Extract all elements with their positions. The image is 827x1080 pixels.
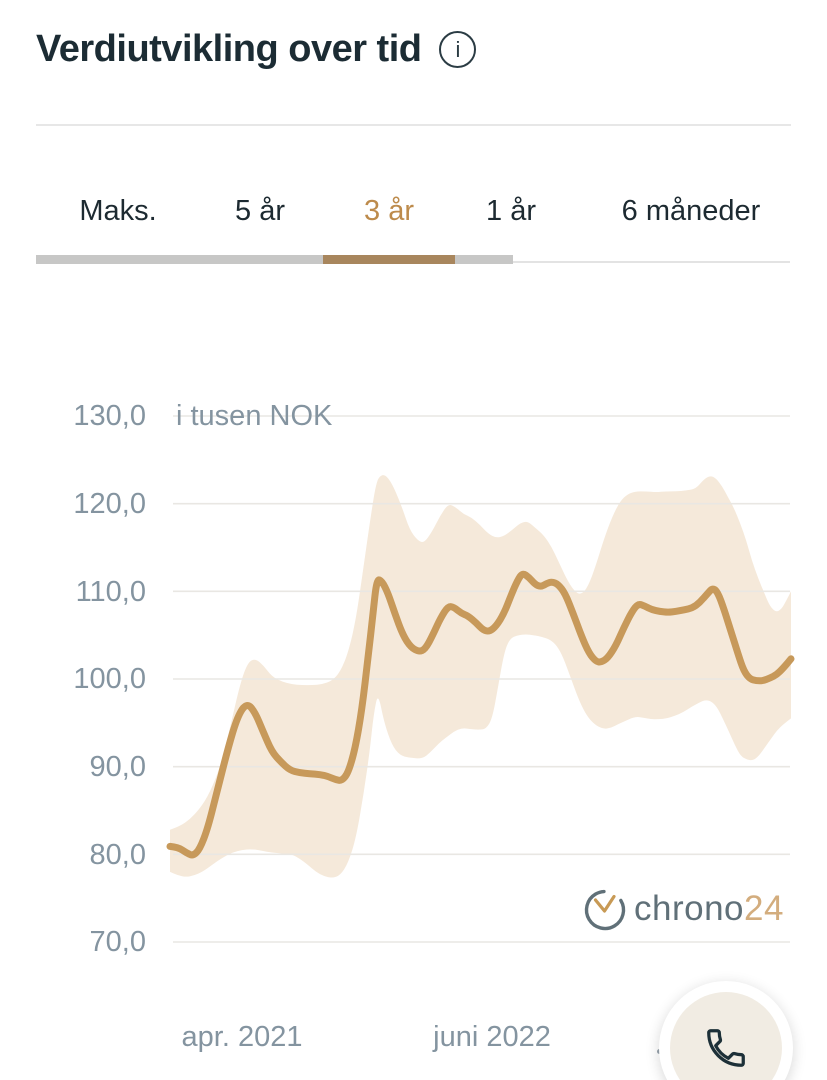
x-tick: apr. 2021 <box>181 1021 303 1053</box>
x-tick: juni 2022 <box>433 1021 551 1053</box>
tab-scroll-track[interactable] <box>36 255 513 264</box>
header: Verdiutvikling over tid i <box>36 28 477 71</box>
watermark-brand-number: 24 <box>744 889 784 928</box>
y-tick: 100,0 <box>73 663 146 695</box>
watermark-brand-word: chrono <box>634 889 745 928</box>
tab-6-maneder[interactable]: 6 måneder <box>621 195 761 227</box>
y-tick: 120,0 <box>73 488 146 520</box>
y-tick: 130,0 <box>73 400 146 432</box>
y-tick: 80,0 <box>89 839 146 871</box>
y-tick: 90,0 <box>89 751 146 783</box>
y-axis-unit-label: i tusen NOK <box>176 400 333 432</box>
call-button[interactable] <box>659 981 793 1080</box>
tab-3-ar[interactable]: 3 år <box>364 195 414 227</box>
tab-1-ar[interactable]: 1 år <box>486 195 536 227</box>
info-icon[interactable]: i <box>439 31 477 68</box>
page-title: Verdiutvikling over tid <box>36 28 422 70</box>
chrono24-watermark: chrono 24 <box>582 884 784 934</box>
y-tick: 70,0 <box>89 926 146 958</box>
header-divider <box>36 124 791 126</box>
y-tick: 110,0 <box>75 576 146 608</box>
tab-5-ar[interactable]: 5 år <box>235 195 285 227</box>
chrono24-clock-icon <box>584 889 626 931</box>
tab-maks[interactable]: Maks. <box>79 195 157 227</box>
phone-icon <box>707 1029 745 1067</box>
tab-active-indicator <box>323 255 455 264</box>
call-button-inner <box>670 992 782 1080</box>
